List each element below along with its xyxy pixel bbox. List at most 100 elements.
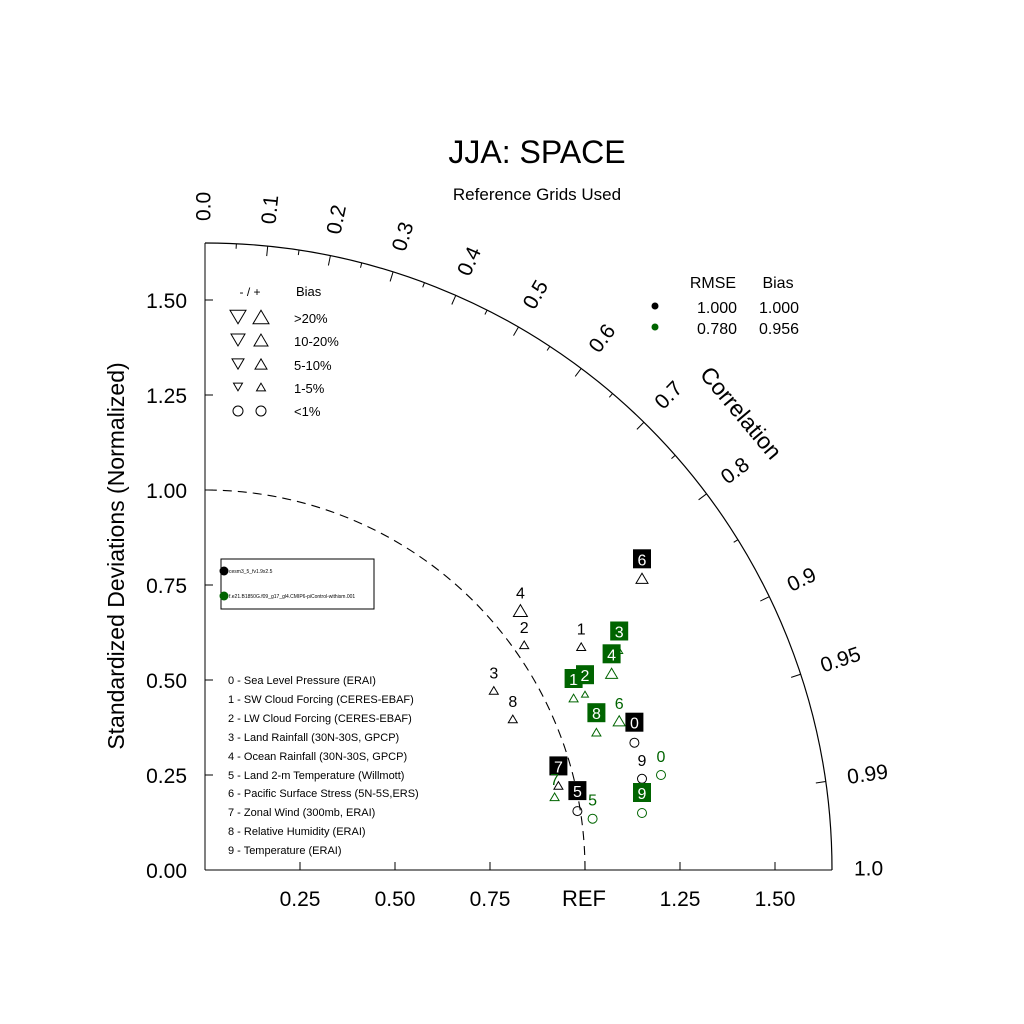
- correlation-tick-label: 0.1: [258, 194, 284, 225]
- series-0-point-0-label-box: [625, 712, 644, 732]
- series-0-point-8: [507, 714, 519, 724]
- bias-legend-bias-header: Bias: [296, 284, 322, 299]
- series-1-point-3-label: 3: [615, 625, 624, 642]
- correlation-tick: [790, 673, 801, 678]
- triangle-down-icon: [231, 358, 245, 371]
- correlation-tick: [389, 271, 394, 282]
- case-1-marker: [651, 302, 659, 310]
- y-tick-label: 1.25: [146, 385, 187, 408]
- x-tick-label: 0.25: [280, 888, 321, 911]
- case-1-legend-label: cesm3_5_fv1.9x2.5: [229, 569, 273, 575]
- variable-legend-item: 2 - LW Cloud Forcing (CERES-EBAF): [228, 713, 412, 725]
- series-1-point-4: [604, 667, 619, 679]
- case-legend: cesm3_5_fv1.9x2.5 f.e21.B1850G.f09_g17_g…: [219, 558, 375, 610]
- y-axis-label: Standardized Deviations (Normalized): [103, 362, 129, 749]
- variable-legend-item: 3 - Land Rainfall (30N-30S, GPCP): [228, 732, 399, 744]
- bias-legend-sign-header: - / +: [239, 285, 260, 299]
- series-0-point-2-label: 2: [520, 620, 529, 637]
- correlation-tick-label: 0.95: [818, 643, 864, 678]
- series-0-point-3: [488, 685, 500, 695]
- correlation-tick: [636, 421, 645, 430]
- correlation-tick-label: 0.5: [519, 276, 554, 313]
- variable-legend-item: 7 - Zonal Wind (300mb, ERAI): [228, 807, 375, 819]
- variable-legend-item: 9 - Temperature (ERAI): [228, 845, 342, 857]
- rmse-header: RMSE: [690, 275, 736, 292]
- circle-icon: [255, 405, 267, 417]
- correlation-tick: [760, 596, 770, 602]
- correlation-tick: [266, 246, 269, 257]
- correlation-minor-tick: [671, 454, 676, 459]
- series-1-point-9-label-box: [633, 783, 651, 802]
- triangle-down-icon: [232, 382, 244, 392]
- series-0-point-5: [572, 806, 583, 817]
- variable-legend-item: 6 - Pacific Surface Stress (5N-5S,ERS): [228, 788, 419, 800]
- case-legend-box: [220, 558, 375, 610]
- series-1-point-5-label: 5: [588, 793, 597, 810]
- case-2-rmse: 0.780: [697, 321, 737, 338]
- chart-subtitle: Reference Grids Used: [453, 185, 621, 204]
- bias-legend-row: 10-20%: [294, 334, 339, 349]
- bias-header: Bias: [762, 275, 793, 292]
- correlation-tick-label: 0.2: [323, 203, 351, 236]
- case-1-bias: 1.000: [759, 300, 799, 317]
- series-1-point-2-label: 2: [581, 668, 590, 685]
- correlation-label: Correlation: [695, 361, 787, 464]
- series-1-point-8-label: 8: [592, 706, 601, 723]
- correlation-tick-label: 0.0: [193, 192, 216, 221]
- series-0-point-7-label-box: [549, 756, 568, 776]
- correlation-tick: [698, 493, 707, 501]
- correlation-tick: [451, 295, 457, 305]
- series-0-point-1: [575, 641, 587, 652]
- series-0-point-7-label: 7: [554, 759, 563, 776]
- correlation-tick-label: 0.8: [717, 453, 754, 489]
- bias-legend-row: 1-5%: [294, 381, 325, 396]
- correlation-minor-tick: [360, 262, 363, 268]
- series-1-point-8-label-box: [587, 703, 606, 723]
- correlation-minor-tick: [484, 309, 488, 315]
- series-1-point-4-label: 4: [607, 647, 616, 664]
- series-1-point-9: [637, 808, 647, 818]
- bias-legend-row: <1%: [294, 404, 321, 419]
- ref-label: REF: [562, 886, 606, 911]
- variable-legend-item: 5 - Land 2-m Temperature (Willmott): [228, 770, 404, 782]
- series-1-point-6: [612, 714, 627, 727]
- series-1-point-5: [587, 813, 598, 824]
- series-0-point-1-label: 1: [577, 622, 586, 639]
- correlation-tick-label: 0.7: [650, 377, 687, 414]
- y-tick-label: 0.00: [146, 860, 187, 883]
- case-1-rmse: 1.000: [697, 300, 737, 317]
- correlation-tick: [815, 781, 826, 784]
- series-0-point-4: [512, 603, 529, 618]
- series-0-point-6: [635, 572, 649, 584]
- correlation-tick-label: 0.9: [784, 563, 820, 596]
- y-tick-label: 1.50: [146, 290, 187, 313]
- case-2-marker: [651, 323, 659, 331]
- series-0-point-4-label: 4: [516, 586, 525, 603]
- triangle-down-icon: [229, 309, 247, 325]
- series-1-point-6-label: 6: [615, 696, 624, 713]
- variable-legend-item: 4 - Ocean Rainfall (30N-30S, GPCP): [228, 751, 407, 763]
- correlation-minor-tick: [546, 346, 551, 351]
- rmse-bias-table: RMSE Bias 1.000 1.000 0.780 0.956: [651, 275, 799, 338]
- case-2-bias: 0.956: [759, 321, 799, 338]
- y-tick-label: 0.75: [146, 575, 187, 598]
- correlation-tick-label: 0.6: [584, 320, 620, 357]
- correlation-tick-label: 1.0: [854, 858, 883, 881]
- correlation-arc: [204, 242, 833, 871]
- correlation-tick: [574, 368, 582, 377]
- series-1-point-2-label-box: [576, 665, 594, 685]
- series-0-point-2: [518, 639, 530, 650]
- series-0-point-6-label-box: [633, 549, 651, 569]
- y-tick-label: 0.50: [146, 670, 187, 693]
- x-tick-label: 1.25: [660, 888, 701, 911]
- variable-legend-item: 1 - SW Cloud Forcing (CERES-EBAF): [228, 694, 414, 706]
- triangle-up-icon: [255, 382, 267, 392]
- circle-icon: [232, 405, 244, 417]
- correlation-tick-label: 0.3: [388, 219, 419, 254]
- correlation-minor-tick: [297, 250, 300, 256]
- series-1-point-1: [568, 693, 579, 703]
- correlation-tick-label: 0.99: [846, 760, 890, 789]
- series-1-point-9-label: 9: [638, 786, 647, 803]
- x-tick-label: 0.50: [375, 888, 416, 911]
- series-0-point-5-label-box: [568, 781, 587, 801]
